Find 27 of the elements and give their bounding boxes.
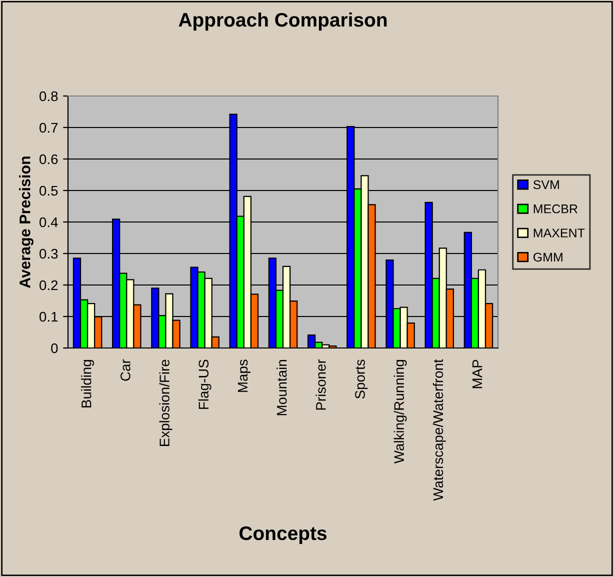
y-tick-label: 0.3 bbox=[40, 248, 58, 259]
x-tick-label: Waterscape/Waterfront bbox=[432, 359, 446, 501]
y-tick-label: 0.2 bbox=[40, 280, 58, 290]
x-tick-label: Flag-US bbox=[198, 360, 212, 409]
y-tick-label: 0.8 bbox=[40, 91, 58, 102]
x-tick-label: Sports bbox=[355, 360, 368, 399]
x-tick-label: Prisoner bbox=[316, 359, 326, 410]
x-tick-label: MAP bbox=[472, 360, 482, 388]
x-tick-label: Mountain bbox=[276, 360, 287, 416]
y-tick-label: 0.1 bbox=[40, 312, 58, 322]
legend-label: MAXENT bbox=[534, 228, 585, 238]
legend-label: GMM bbox=[533, 252, 562, 262]
x-tick-label: Car bbox=[120, 359, 130, 381]
chart-title: Approach Comparison bbox=[178, 12, 387, 31]
y-tick-label: 0.5 bbox=[40, 186, 58, 196]
y-tick-label: 0.4 bbox=[40, 217, 58, 228]
y-tick-label: 0 bbox=[51, 343, 58, 354]
x-axis-title: Concepts bbox=[240, 526, 326, 544]
x-tick-label: Walking/Running bbox=[394, 360, 407, 464]
y-axis-title: Average Precision bbox=[19, 156, 34, 288]
y-tick-label: 0.7 bbox=[40, 122, 58, 133]
y-tick-label: 0.6 bbox=[40, 154, 58, 164]
x-tick-label: Maps bbox=[238, 360, 250, 392]
legend-label: SVM bbox=[533, 180, 559, 190]
legend-label: MECBR bbox=[534, 204, 578, 214]
x-tick-label: Building bbox=[81, 360, 94, 408]
x-tick-label: Explosion/Fire bbox=[159, 360, 172, 446]
